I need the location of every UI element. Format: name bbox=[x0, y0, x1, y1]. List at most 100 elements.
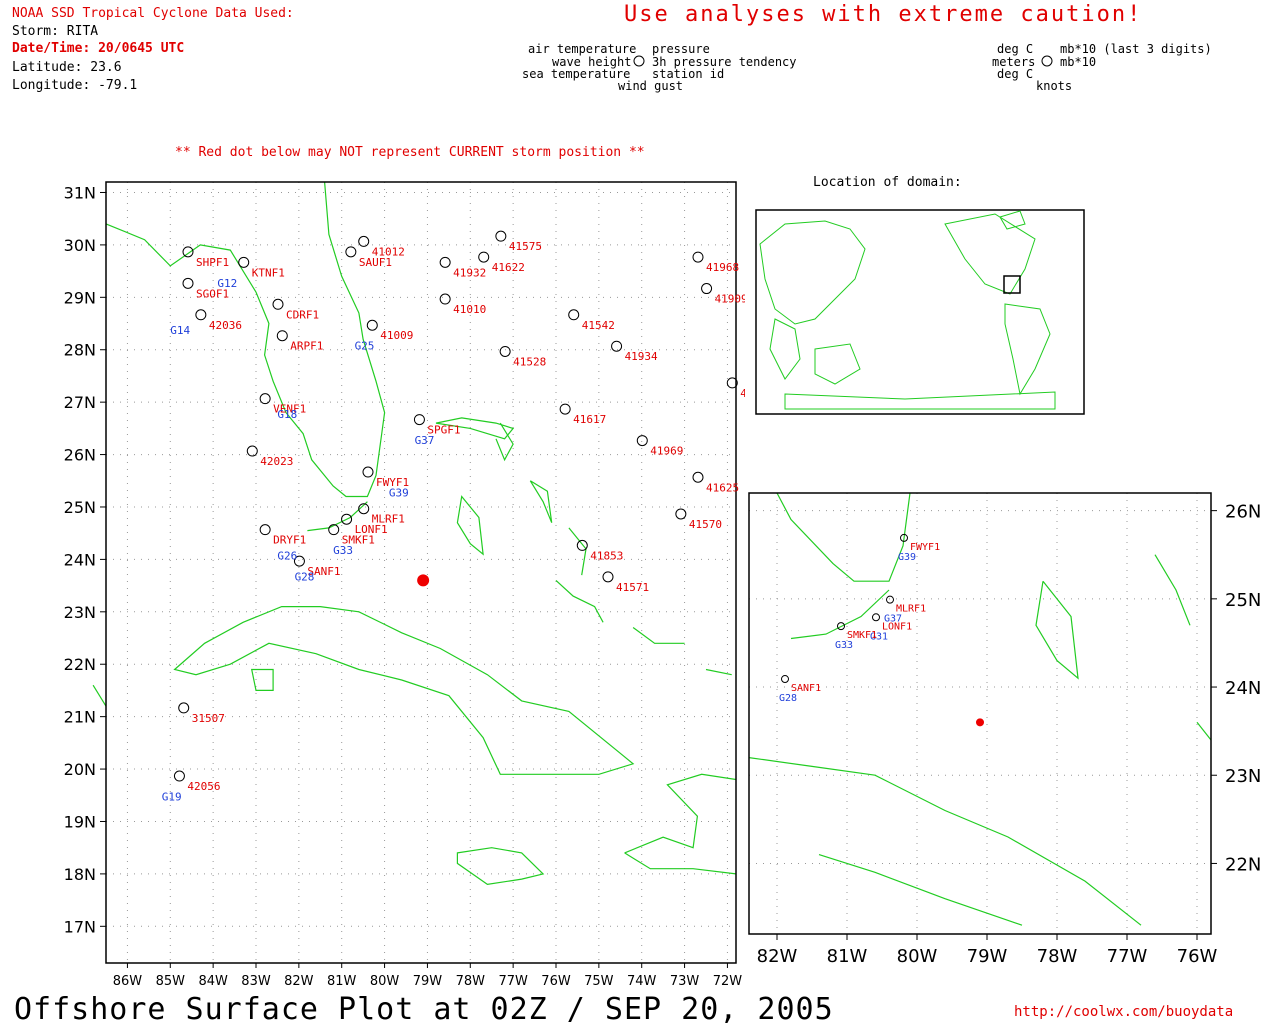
station-circle bbox=[259, 393, 271, 405]
jamaica-coast bbox=[456, 847, 545, 886]
station-id-label: 42036 bbox=[209, 319, 242, 332]
station-id-label: 41932 bbox=[453, 266, 486, 279]
inset-lon-label: 82W bbox=[757, 946, 798, 967]
station-circle bbox=[259, 524, 271, 536]
inset-lon-label: 78W bbox=[1037, 946, 1078, 967]
inset-station-id: SANF1 bbox=[791, 683, 821, 694]
station-circle bbox=[692, 471, 704, 483]
lon-tick-label: 85W bbox=[156, 974, 186, 989]
station-id-label: 41968 bbox=[706, 261, 739, 274]
lat-tick-label: 19N bbox=[64, 812, 96, 831]
station-id-label: 41571 bbox=[616, 581, 649, 594]
station-id-label: 41908 bbox=[740, 387, 745, 400]
locator-frame bbox=[755, 209, 1085, 415]
station-circle bbox=[341, 513, 353, 525]
long-island bbox=[555, 579, 604, 623]
latitude-line: Latitude: 23.6 bbox=[12, 60, 122, 75]
inset-cuba-north-coast bbox=[748, 757, 1142, 926]
storm-position-marker bbox=[417, 574, 430, 587]
key-station-id: station id bbox=[652, 67, 725, 81]
locator-title: Location of domain: bbox=[813, 175, 962, 190]
lon-tick-label: 83W bbox=[241, 974, 271, 989]
lat-tick-label: 22N bbox=[64, 655, 96, 674]
inset-station-id: SMKF1 bbox=[847, 630, 877, 641]
inset-lat-label: 25N bbox=[1225, 590, 1261, 611]
australia-outline bbox=[814, 343, 861, 385]
inset-station-circle bbox=[900, 533, 908, 542]
inset-lon-label: 81W bbox=[827, 946, 868, 967]
key-wind-gust: wind gust bbox=[618, 79, 684, 93]
station-circle bbox=[495, 230, 507, 242]
inset-station-code: G37 bbox=[884, 614, 902, 625]
station-code-label: G12 bbox=[217, 277, 237, 290]
hispaniola-south-coast bbox=[624, 852, 737, 875]
inset-lat-label: 24N bbox=[1225, 678, 1261, 699]
lon-tick-label: 81W bbox=[327, 974, 357, 989]
station-id-label: 41528 bbox=[513, 355, 546, 368]
station-code-label: G14 bbox=[170, 324, 190, 337]
inset-station-code: G31 bbox=[870, 631, 888, 642]
station-circle bbox=[602, 571, 614, 583]
source-title: NOAA SSD Tropical Cyclone Data Used: bbox=[12, 6, 294, 21]
inset-lon-label: 76W bbox=[1177, 946, 1218, 967]
lat-tick-label: 24N bbox=[64, 550, 96, 569]
inset-station-id: FWYF1 bbox=[910, 542, 940, 553]
station-circle bbox=[675, 508, 687, 520]
key-wave-height: wave height bbox=[552, 55, 632, 69]
datetime-line: Date/Time: 20/0645 UTC bbox=[12, 41, 185, 56]
station-circle bbox=[182, 277, 194, 289]
station-id-label: 42023 bbox=[260, 455, 293, 468]
station-circle bbox=[413, 414, 425, 426]
key-pressure: pressure bbox=[652, 42, 710, 56]
eleuthera bbox=[529, 480, 553, 523]
inset-station-code: G39 bbox=[898, 552, 916, 563]
station-id-label: FWYF1 bbox=[376, 476, 409, 489]
inset-lat-label: 22N bbox=[1225, 854, 1261, 875]
station-id-label: SPGF1 bbox=[427, 424, 460, 437]
station-id-label: ARPF1 bbox=[290, 340, 323, 353]
lon-tick-label: 72W bbox=[713, 974, 743, 989]
main-map-frame bbox=[105, 181, 737, 964]
yucatan bbox=[92, 684, 107, 707]
station-id-label: SMKF1 bbox=[342, 534, 375, 547]
north-america-outline bbox=[944, 213, 1036, 295]
station-id-label: 41617 bbox=[573, 413, 606, 426]
station-circle bbox=[701, 283, 713, 295]
station-circle bbox=[439, 256, 451, 268]
inset-station-circle bbox=[872, 613, 880, 622]
station-id-label: VENF1 bbox=[273, 403, 306, 416]
inset-station-circle bbox=[886, 595, 894, 604]
lon-tick-label: 84W bbox=[198, 974, 228, 989]
station-circle bbox=[328, 524, 340, 536]
inset-station-id: LONF1 bbox=[882, 621, 912, 632]
key-mb-units: mb*10 (last 3 digits) bbox=[1060, 42, 1212, 56]
inset-station-code: G33 bbox=[835, 640, 853, 651]
lon-tick-label: 77W bbox=[498, 974, 528, 989]
station-circle bbox=[238, 256, 250, 268]
storm-line: Storm: RITA bbox=[12, 24, 99, 39]
lon-tick-label: 79W bbox=[413, 974, 443, 989]
station-id-label: KTNF1 bbox=[252, 266, 285, 279]
station-id-label: SHPF1 bbox=[196, 256, 229, 269]
lat-tick-label: 26N bbox=[64, 446, 96, 465]
inset-lon-label: 80W bbox=[897, 946, 938, 967]
station-circle bbox=[358, 503, 370, 515]
station-circle bbox=[178, 702, 190, 714]
south-america-outline bbox=[1004, 303, 1051, 396]
lat-tick-label: 27N bbox=[64, 393, 96, 412]
key-air-temp: air temperature bbox=[528, 42, 637, 56]
station-circle bbox=[272, 298, 284, 310]
station-circle bbox=[726, 377, 738, 389]
lat-tick-label: 31N bbox=[64, 183, 96, 202]
inset-lat-label: 26N bbox=[1225, 502, 1261, 523]
station-id-label: 41009 bbox=[380, 329, 413, 342]
station-circle bbox=[362, 466, 374, 478]
footer-url[interactable]: http://coolwx.com/buoydata bbox=[1014, 1004, 1234, 1020]
station-circle bbox=[576, 539, 588, 551]
inset-frame bbox=[748, 492, 1212, 935]
station-id-label: SANF1 bbox=[307, 565, 340, 578]
asia-outline bbox=[759, 220, 866, 325]
inset-florida-keys bbox=[790, 589, 890, 640]
station-circle bbox=[345, 246, 357, 258]
